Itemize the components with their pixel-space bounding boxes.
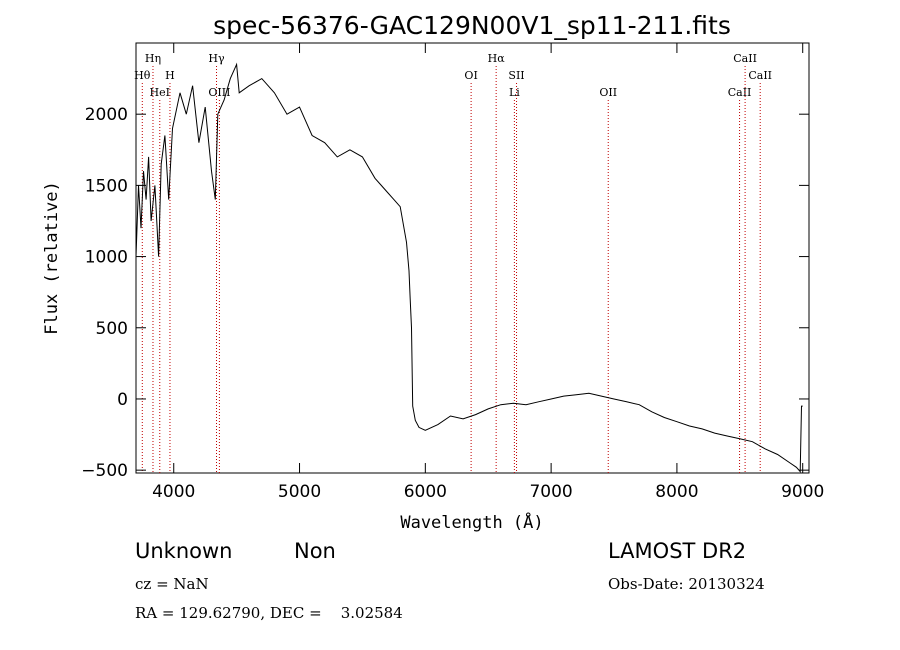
y-tick-label: 0 xyxy=(117,390,128,410)
class-label: Unknown xyxy=(135,539,233,563)
axis-ticks: 4000 5000 6000 7000 8000 9000 −500 0 500 1000 1500… xyxy=(81,43,824,502)
line-marker-label: CaII xyxy=(748,69,772,82)
x-tick-label: 5000 xyxy=(278,482,321,502)
y-tick-label: −500 xyxy=(81,461,128,481)
line-marker-label: Hγ xyxy=(208,52,225,65)
line-marker-label: HeI xyxy=(150,86,170,99)
cz-label: cz = NaN xyxy=(135,575,209,593)
y-tick-label: 1000 xyxy=(85,248,128,268)
line-marker-label: OII xyxy=(599,86,617,99)
coords-label: RA = 129.62790, DEC = 3.02584 xyxy=(135,604,403,622)
x-tick-label: 6000 xyxy=(404,482,447,502)
x-tick-label: 4000 xyxy=(152,482,195,502)
chart-title: spec-56376-GAC129N00V1_sp11-211.fits xyxy=(213,11,731,40)
y-axis-label: Flux (relative) xyxy=(42,181,62,335)
x-tick-label: 9000 xyxy=(781,482,824,502)
line-marker-label: OI xyxy=(464,69,477,82)
x-axis-label: Wavelength (Å) xyxy=(400,511,543,533)
y-tick-label: 2000 xyxy=(85,105,128,125)
line-marker-label: H xyxy=(165,69,175,82)
line-marker-label: CaII xyxy=(733,52,757,65)
survey-label: LAMOST DR2 xyxy=(608,539,747,563)
line-marker-label: Hθ xyxy=(134,69,151,82)
y-tick-label: 500 xyxy=(96,319,128,339)
y-tick-label: 1500 xyxy=(85,176,128,196)
subclass-label: Non xyxy=(294,539,336,563)
x-tick-label: 8000 xyxy=(655,482,698,502)
plot-frame xyxy=(135,42,810,474)
line-marker-label: SII xyxy=(508,69,524,82)
line-marker-label: Hα xyxy=(488,52,506,65)
spectrum-series xyxy=(135,62,803,473)
line-marker-label: Li xyxy=(509,86,520,99)
x-tick-label: 7000 xyxy=(529,482,572,502)
obs-date-label: Obs-Date: 20130324 xyxy=(608,575,765,593)
line-marker-label: Hη xyxy=(145,52,161,65)
line-marker-label: CaII xyxy=(728,86,752,99)
